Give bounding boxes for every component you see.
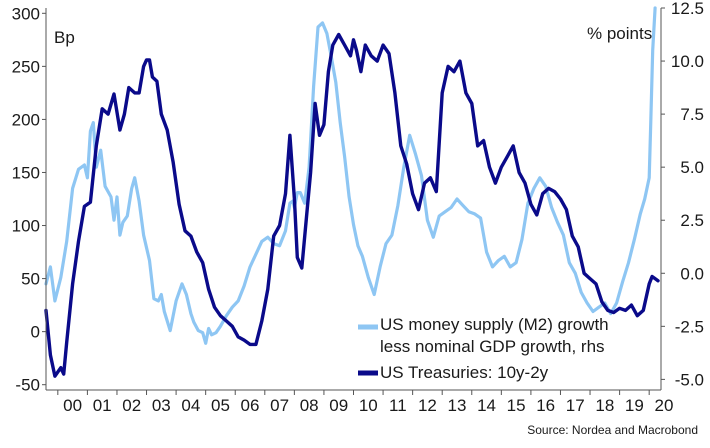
x-tick-label: 00 bbox=[63, 396, 82, 415]
right-tick-label: -2.5 bbox=[675, 317, 704, 336]
x-tick-label: 17 bbox=[566, 396, 585, 415]
left-tick-label: 150 bbox=[12, 163, 40, 182]
x-tick-label: 12 bbox=[418, 396, 437, 415]
right-tick-label: 12.5 bbox=[671, 0, 704, 18]
x-tick-label: 19 bbox=[625, 396, 644, 415]
legend: US money supply (M2) growth less nominal… bbox=[358, 315, 609, 382]
right-tick-label: 2.5 bbox=[680, 211, 704, 230]
x-tick-label: 13 bbox=[448, 396, 467, 415]
x-tick-label: 11 bbox=[389, 396, 407, 415]
x-tick-label: 14 bbox=[477, 396, 496, 415]
x-tick-label: 06 bbox=[241, 396, 260, 415]
right-tick-label: 0.0 bbox=[680, 264, 704, 283]
x-tick-label: 15 bbox=[507, 396, 526, 415]
left-tick-label: 200 bbox=[12, 110, 40, 129]
right-tick-label: 7.5 bbox=[680, 105, 704, 124]
x-tick-label: 07 bbox=[270, 396, 289, 415]
series-line-treasuries-10y-2y bbox=[44, 32, 660, 378]
left-tick-label: 250 bbox=[12, 57, 40, 76]
left-tick-label: 50 bbox=[21, 270, 40, 289]
x-tick-label: 20 bbox=[654, 396, 673, 415]
x-tick-label: 10 bbox=[359, 396, 378, 415]
left-tick-label: 0 bbox=[31, 323, 40, 342]
right-axis-unit: % points bbox=[587, 24, 652, 43]
series-lines bbox=[44, 6, 660, 378]
x-axis-ticks: 00 01 02 03 04 05 06 07 08 09 10 11 12 13 14 15 16 17 18 19… bbox=[57, 390, 673, 415]
legend-label-treasuries: US Treasuries: 10y-2y bbox=[380, 363, 549, 382]
source-note: Source: Nordea and Macrobond bbox=[527, 423, 698, 437]
x-tick-label: 08 bbox=[300, 396, 319, 415]
right-tick-label: 5.0 bbox=[680, 158, 704, 177]
x-tick-label: 02 bbox=[122, 396, 141, 415]
x-tick-label: 03 bbox=[152, 396, 171, 415]
right-tick-label: 10.0 bbox=[671, 52, 704, 71]
legend-label-m2-line1: US money supply (M2) growth bbox=[380, 315, 609, 334]
left-axis-unit: Bp bbox=[54, 28, 75, 47]
x-tick-label: 05 bbox=[211, 396, 230, 415]
x-tick-label: 01 bbox=[93, 396, 112, 415]
left-tick-label: -50 bbox=[15, 376, 40, 395]
legend-label-m2-line2: less nominal GDP growth, rhs bbox=[380, 337, 605, 356]
x-tick-label: 09 bbox=[329, 396, 348, 415]
left-tick-label: 100 bbox=[12, 217, 40, 236]
right-axis-ticks: 12.5 10.0 7.5 5.0 2.5 0.0 -2.5 -5.0 bbox=[661, 0, 704, 389]
series-line-m2-growth bbox=[44, 6, 657, 345]
left-tick-label: 300 bbox=[12, 4, 40, 23]
left-axis-ticks: 300 250 200 150 100 50 0 -50 bbox=[12, 4, 46, 395]
x-tick-label: 18 bbox=[595, 396, 614, 415]
x-tick-label: 16 bbox=[536, 396, 555, 415]
x-tick-label: 04 bbox=[181, 396, 200, 415]
right-tick-label: -5.0 bbox=[675, 370, 704, 389]
